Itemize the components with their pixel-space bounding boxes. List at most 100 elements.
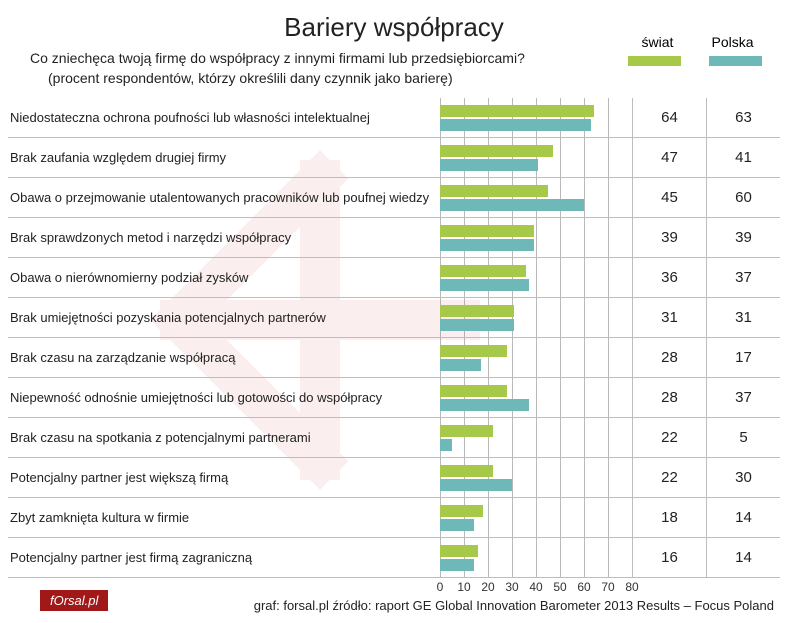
row-label: Brak zaufania względem drugiej firmy	[8, 138, 440, 177]
bar-world	[440, 465, 493, 477]
row-bars	[440, 418, 632, 457]
value-world: 64	[632, 98, 706, 137]
bar-world	[440, 225, 534, 237]
bar-poland	[440, 319, 514, 331]
row-label: Brak czasu na spotkania z potencjalnymi …	[8, 418, 440, 457]
row-bars	[440, 378, 632, 417]
row-bars	[440, 298, 632, 337]
row-bars	[440, 178, 632, 217]
bar-world	[440, 545, 478, 557]
value-poland: 39	[706, 218, 780, 257]
table-row: Niepewność odnośnie umiejętności lub got…	[8, 378, 780, 418]
axis-tick: 10	[457, 580, 470, 594]
bar-world	[440, 145, 553, 157]
row-label: Brak umiejętności pozyskania potencjalny…	[8, 298, 440, 337]
row-label: Niepewność odnośnie umiejętności lub got…	[8, 378, 440, 417]
row-label: Brak sprawdzonych metod i narzędzi współ…	[8, 218, 440, 257]
row-bars	[440, 218, 632, 257]
value-poland: 37	[706, 378, 780, 417]
table-row: Brak zaufania względem drugiej firmy 4741	[8, 138, 780, 178]
bar-world	[440, 385, 507, 397]
table-row: Niedostateczna ochrona poufności lub wła…	[8, 98, 780, 138]
table-row: Brak czasu na zarządzanie współpracą2817	[8, 338, 780, 378]
axis-tick: 60	[577, 580, 590, 594]
table-row: Brak czasu na spotkania z potencjalnymi …	[8, 418, 780, 458]
legend-poland-swatch	[709, 56, 762, 66]
bar-world	[440, 425, 493, 437]
bar-poland	[440, 199, 584, 211]
row-bars	[440, 98, 632, 137]
bar-world	[440, 305, 514, 317]
bar-poland	[440, 239, 534, 251]
chart-container: Bariery współpracy Co zniechęca twoją fi…	[0, 0, 788, 623]
bar-poland	[440, 519, 474, 531]
bar-world	[440, 185, 548, 197]
bar-poland	[440, 359, 481, 371]
legend-swatches	[620, 56, 770, 66]
table-row: Potencjalny partner jest firmą zagranicz…	[8, 538, 780, 578]
value-world: 22	[632, 418, 706, 457]
row-label: Obawa o nierównomierny podział zysków	[8, 258, 440, 297]
bar-poland	[440, 399, 529, 411]
axis-tick: 40	[529, 580, 542, 594]
legend-world-label: świat	[620, 34, 695, 50]
table-row: Brak sprawdzonych metod i narzędzi współ…	[8, 218, 780, 258]
value-world: 39	[632, 218, 706, 257]
axis-tick: 0	[437, 580, 444, 594]
row-bars	[440, 458, 632, 497]
table-row: Obawa o przejmowanie utalentowanych prac…	[8, 178, 780, 218]
value-poland: 14	[706, 538, 780, 577]
value-poland: 63	[706, 98, 780, 137]
table-row: Brak umiejętności pozyskania potencjalny…	[8, 298, 780, 338]
bar-poland	[440, 439, 452, 451]
bar-world	[440, 265, 526, 277]
table-row: Zbyt zamknięta kultura w firmie 1814	[8, 498, 780, 538]
row-label: Potencjalny partner jest większą firmą	[8, 458, 440, 497]
value-world: 28	[632, 338, 706, 377]
bar-poland	[440, 279, 529, 291]
legend-headers: świat Polska	[620, 34, 770, 50]
row-bars	[440, 498, 632, 537]
value-poland: 30	[706, 458, 780, 497]
value-poland: 37	[706, 258, 780, 297]
legend-world-swatch	[628, 56, 681, 66]
bar-poland	[440, 119, 591, 131]
bar-poland	[440, 159, 538, 171]
row-bars	[440, 258, 632, 297]
row-label: Obawa o przejmowanie utalentowanych prac…	[8, 178, 440, 217]
bar-poland	[440, 559, 474, 571]
data-grid: Niedostateczna ochrona poufności lub wła…	[8, 98, 780, 578]
value-poland: 14	[706, 498, 780, 537]
value-world: 31	[632, 298, 706, 337]
value-world: 18	[632, 498, 706, 537]
axis-tick: 80	[625, 580, 638, 594]
value-poland: 41	[706, 138, 780, 177]
value-world: 22	[632, 458, 706, 497]
bar-world	[440, 105, 594, 117]
source-logo: fOrsal.pl	[40, 590, 108, 611]
value-world: 16	[632, 538, 706, 577]
value-world: 45	[632, 178, 706, 217]
value-poland: 31	[706, 298, 780, 337]
axis-tick: 50	[553, 580, 566, 594]
value-world: 28	[632, 378, 706, 417]
row-bars	[440, 538, 632, 577]
row-bars	[440, 338, 632, 377]
subtitle-line-2: (procent respondentów, którzy określili …	[30, 69, 758, 89]
row-label: Brak czasu na zarządzanie współpracą	[8, 338, 440, 377]
value-world: 47	[632, 138, 706, 177]
bar-world	[440, 505, 483, 517]
value-poland: 60	[706, 178, 780, 217]
source-credit: graf: forsal.pl źródło: raport GE Global…	[254, 598, 774, 613]
row-bars	[440, 138, 632, 177]
axis-tick: 20	[481, 580, 494, 594]
row-label: Niedostateczna ochrona poufności lub wła…	[8, 98, 440, 137]
legend-poland-label: Polska	[695, 34, 770, 50]
table-row: Potencjalny partner jest większą firmą 22…	[8, 458, 780, 498]
value-world: 36	[632, 258, 706, 297]
axis-tick: 70	[601, 580, 614, 594]
row-label: Zbyt zamknięta kultura w firmie	[8, 498, 440, 537]
row-label: Potencjalny partner jest firmą zagranicz…	[8, 538, 440, 577]
bar-poland	[440, 479, 512, 491]
axis-tick: 30	[505, 580, 518, 594]
